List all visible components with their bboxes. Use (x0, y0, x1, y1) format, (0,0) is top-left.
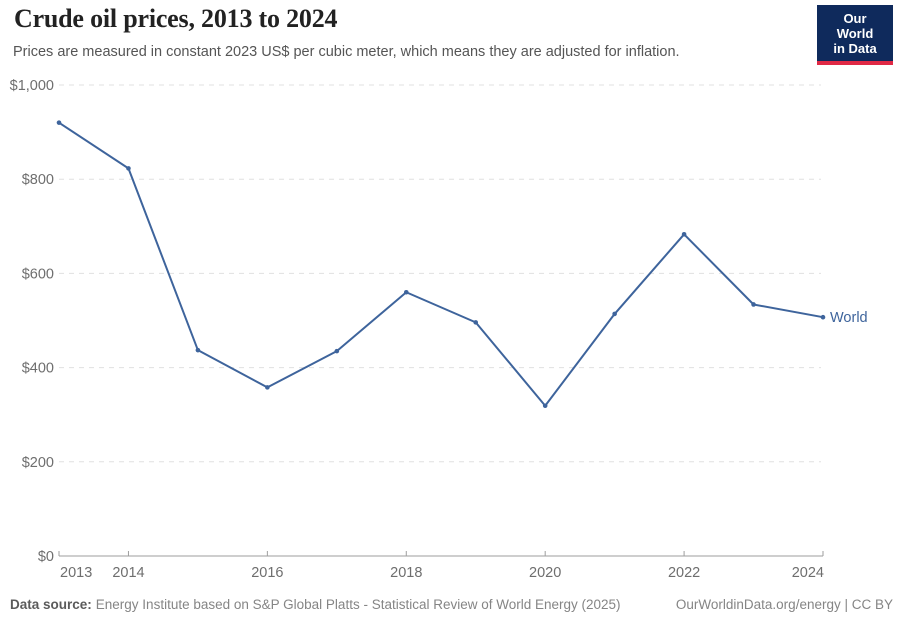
footer-attribution: OurWorldinData.org/energy | CC BY (676, 597, 893, 612)
owid-logo-line2: in Data (833, 41, 877, 56)
x-axis-tick-label: 2014 (112, 565, 144, 581)
data-point[interactable] (195, 347, 201, 353)
data-point[interactable] (751, 302, 756, 307)
data-point[interactable] (542, 403, 548, 409)
data-point[interactable] (681, 232, 687, 237)
x-axis-tick-label: 2013 (60, 565, 92, 581)
line-chart[interactable]: $0 $200 $400 $600 $800 $1,000 2013 2014 2016 2018… (0, 68, 900, 583)
series-end-label[interactable]: World (830, 310, 868, 326)
y-axis-tick-label: $600 (22, 266, 54, 282)
data-source-note: Data source: Energy Institute based on S&… (10, 597, 621, 612)
owid-logo-line1: Our World (836, 11, 874, 41)
data-point[interactable] (334, 348, 340, 354)
x-axis-tick-label: 2022 (668, 565, 700, 581)
data-point[interactable] (473, 320, 479, 325)
y-axis-tick-label: $400 (22, 361, 54, 377)
page-title: Crude oil prices, 2013 to 2024 (14, 4, 338, 33)
owid-logo[interactable]: Our World in Data (817, 5, 893, 65)
chart-footer: Data source: Energy Institute based on S&… (10, 597, 893, 612)
data-line-world[interactable] (58, 121, 824, 407)
x-axis-tick-label: 2020 (529, 565, 561, 581)
y-axis-tick-label: $800 (22, 172, 54, 188)
y-axis-tick-label: $0 (38, 549, 54, 565)
y-axis-tick-label: $200 (22, 455, 54, 471)
data-point[interactable] (820, 314, 826, 320)
data-point[interactable] (612, 311, 617, 317)
data-point[interactable] (56, 120, 62, 125)
page-subtitle: Prices are measured in constant 2023 US$… (13, 44, 680, 60)
data-point[interactable] (265, 385, 270, 390)
x-axis-tick-label: 2016 (251, 565, 283, 581)
owid-url-link[interactable]: OurWorldinData.org/energy (675, 597, 841, 612)
data-source-label: Data source: (10, 597, 92, 612)
y-axis-tick-label: $1,000 (10, 78, 54, 94)
x-axis-tick-label: 2018 (390, 565, 422, 581)
license-label: | CC BY (840, 597, 893, 612)
data-source-text: Energy Institute based on S&P Global Pla… (95, 597, 621, 612)
x-axis-tick-label: 2024 (792, 565, 824, 581)
data-point[interactable] (126, 166, 131, 171)
data-point[interactable] (403, 289, 409, 295)
